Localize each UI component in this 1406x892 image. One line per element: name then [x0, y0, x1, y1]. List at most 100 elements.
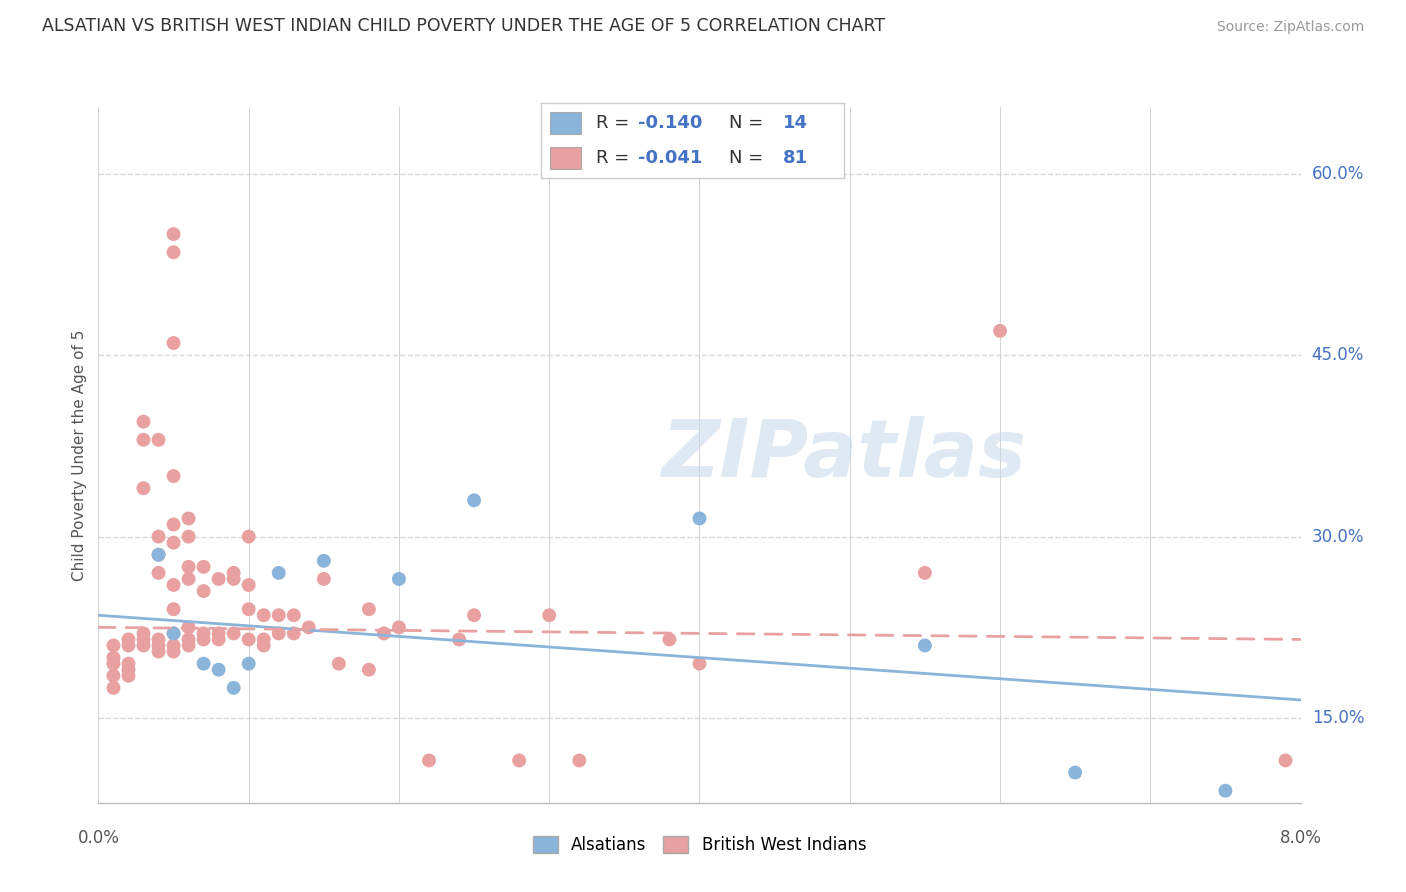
Point [357, 602, 380, 616]
Point [238, 602, 260, 616]
Point [253, 639, 276, 653]
Point [688, 511, 710, 525]
Point [148, 548, 170, 562]
Point [132, 433, 155, 447]
Point [312, 572, 335, 586]
Point [508, 754, 530, 768]
Point [132, 639, 155, 653]
Point [177, 530, 200, 544]
Point [1215, 783, 1237, 797]
Text: 30.0%: 30.0% [1312, 527, 1364, 546]
Point [162, 336, 184, 351]
Point [463, 493, 485, 508]
Point [162, 639, 184, 653]
Text: 15.0%: 15.0% [1312, 709, 1364, 727]
Point [208, 626, 231, 640]
Point [1064, 765, 1087, 780]
FancyBboxPatch shape [550, 146, 581, 169]
Point [103, 657, 125, 671]
Point [103, 639, 125, 653]
Text: 45.0%: 45.0% [1312, 346, 1364, 364]
Point [132, 632, 155, 647]
Point [988, 324, 1011, 338]
Point [132, 626, 155, 640]
Point [162, 227, 184, 241]
Point [148, 632, 170, 647]
Point [117, 639, 139, 653]
Point [193, 657, 215, 671]
Text: 8.0%: 8.0% [1279, 829, 1322, 847]
Point [538, 608, 561, 623]
Point [162, 517, 184, 532]
Point [162, 602, 184, 616]
Point [312, 554, 335, 568]
Point [238, 530, 260, 544]
Point [914, 639, 936, 653]
Point [298, 620, 321, 634]
Point [222, 681, 245, 695]
Point [373, 626, 395, 640]
Point [103, 650, 125, 665]
Point [222, 626, 245, 640]
Point [162, 469, 184, 483]
Point [1274, 754, 1296, 768]
Point [267, 566, 290, 580]
Point [193, 584, 215, 599]
Point [267, 626, 290, 640]
Text: N =: N = [728, 114, 769, 132]
Point [162, 245, 184, 260]
Point [148, 639, 170, 653]
Point [103, 669, 125, 683]
Point [177, 572, 200, 586]
FancyBboxPatch shape [550, 112, 581, 135]
Point [463, 608, 485, 623]
Text: -0.140: -0.140 [638, 114, 703, 132]
Point [267, 608, 290, 623]
Point [148, 644, 170, 658]
Point [162, 578, 184, 592]
Point [177, 511, 200, 525]
Point [162, 626, 184, 640]
Point [208, 572, 231, 586]
Text: -0.041: -0.041 [638, 149, 703, 167]
Point [253, 608, 276, 623]
Text: ZIPatlas: ZIPatlas [661, 416, 1026, 494]
Point [388, 620, 411, 634]
Point [132, 481, 155, 495]
Text: Source: ZipAtlas.com: Source: ZipAtlas.com [1216, 21, 1364, 34]
Point [132, 415, 155, 429]
Point [193, 559, 215, 574]
Point [238, 578, 260, 592]
Point [117, 632, 139, 647]
Point [103, 681, 125, 695]
Point [117, 669, 139, 683]
Point [418, 754, 440, 768]
Point [222, 566, 245, 580]
Point [177, 559, 200, 574]
Point [193, 632, 215, 647]
Point [447, 632, 470, 647]
Text: 14: 14 [783, 114, 808, 132]
Point [208, 632, 231, 647]
Text: R =: R = [596, 114, 634, 132]
Text: 0.0%: 0.0% [77, 829, 120, 847]
Point [283, 626, 305, 640]
Point [148, 530, 170, 544]
Point [658, 632, 681, 647]
Legend: Alsatians, British West Indians: Alsatians, British West Indians [526, 829, 873, 861]
Point [357, 663, 380, 677]
Point [568, 754, 591, 768]
Point [177, 632, 200, 647]
Point [148, 433, 170, 447]
Text: R =: R = [596, 149, 634, 167]
Point [328, 657, 350, 671]
Point [148, 566, 170, 580]
Point [208, 663, 231, 677]
Point [193, 626, 215, 640]
Point [177, 620, 200, 634]
Point [162, 535, 184, 549]
Text: N =: N = [728, 149, 769, 167]
Point [388, 572, 411, 586]
Point [117, 657, 139, 671]
Point [283, 608, 305, 623]
